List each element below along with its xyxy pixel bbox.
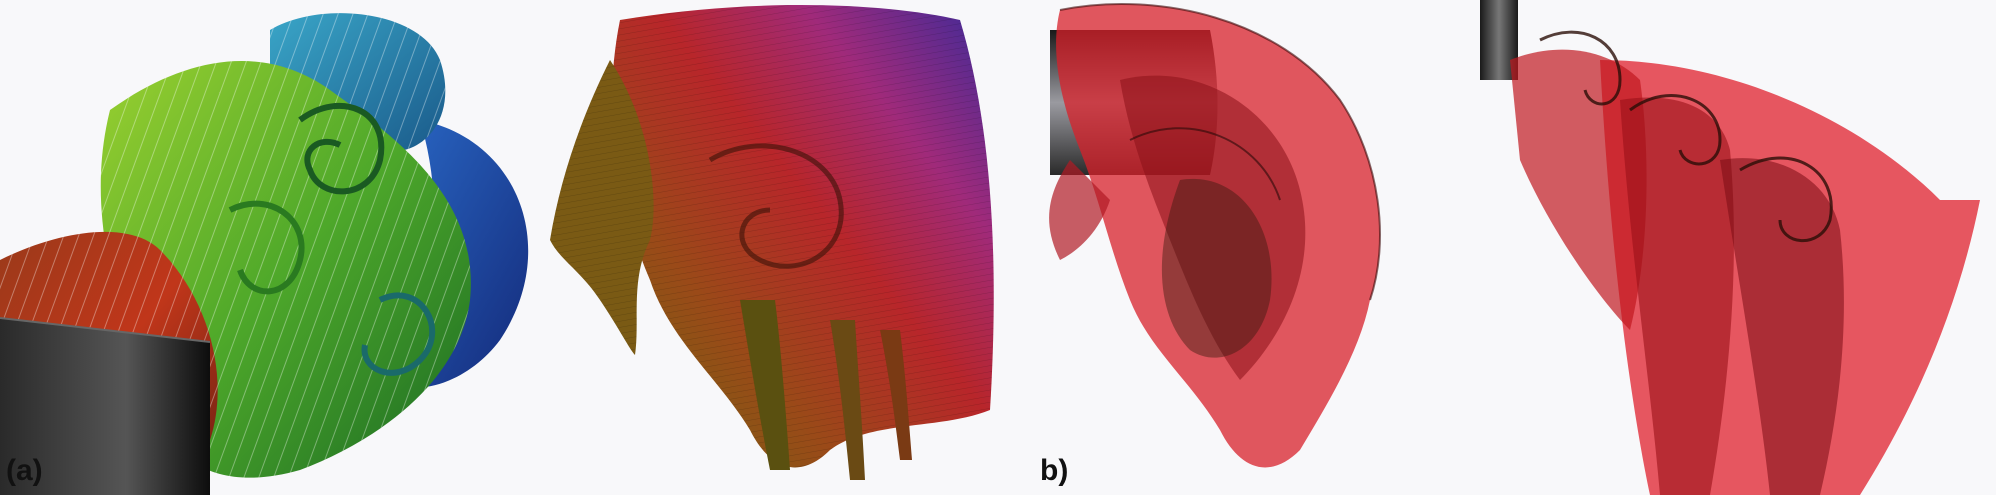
panel-label-a: (a)	[6, 454, 43, 487]
streamsurface-panel-1: (a)	[0, 0, 540, 495]
curl-2	[1629, 94, 1722, 166]
curl-1	[1539, 30, 1622, 106]
inner-sheet-2	[1161, 178, 1272, 358]
translucent-panel-4	[1480, 0, 1996, 495]
translucent-panel-3: (b)	[1040, 0, 1480, 495]
column-sheet-2	[1620, 97, 1734, 495]
streamsurface-render-1	[0, 13, 529, 495]
swirl	[708, 143, 844, 269]
drip-1	[740, 300, 790, 470]
curl-2	[228, 200, 305, 295]
drip-2	[830, 320, 865, 480]
drip-3	[880, 330, 912, 460]
inner-sheet-1	[1120, 75, 1306, 381]
column-sheet-3	[1720, 158, 1844, 495]
streamsurface-render-2	[550, 5, 994, 480]
translucent-render-4	[1480, 0, 1980, 495]
streamsurface-panel-2	[540, 0, 1040, 495]
left-flap	[1049, 160, 1110, 260]
translucent-render-3	[1049, 3, 1381, 468]
cylinder	[0, 318, 210, 495]
panel-label-b: (b)	[1040, 454, 1069, 487]
curl-3	[1739, 156, 1833, 243]
curl-1	[298, 102, 385, 195]
column-sheet-1	[1510, 49, 1647, 330]
curl-3	[361, 292, 436, 376]
